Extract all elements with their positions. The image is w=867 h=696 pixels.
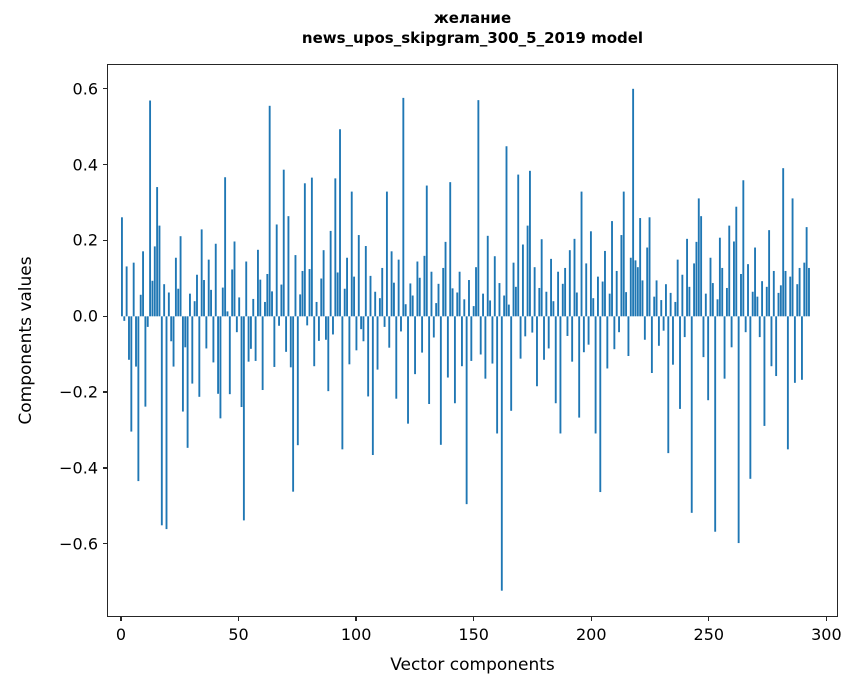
- y-tick-mark: [103, 163, 107, 166]
- chart-title-subtitle: news_upos_skipgram_300_5_2019 model: [301, 29, 644, 47]
- plot-axes: [107, 64, 838, 617]
- y-tick-mark: [103, 315, 107, 317]
- y-tick-label: −0.4: [59, 458, 98, 478]
- x-tick-label: 50: [228, 625, 249, 644]
- y-tick-label: 0.0: [72, 306, 98, 326]
- y-tick-label: 0.4: [72, 155, 98, 174]
- x-tick-label: 0: [115, 625, 127, 644]
- x-tick-mark: [355, 617, 357, 621]
- x-tick-mark: [708, 617, 710, 621]
- x-tick-mark: [473, 617, 475, 621]
- x-tick-mark: [120, 617, 122, 621]
- x-tick-label: 250: [693, 625, 725, 644]
- y-tick-label: −0.2: [59, 382, 98, 402]
- x-tick-mark: [825, 617, 827, 621]
- x-tick-label: 100: [340, 625, 372, 644]
- chart-title: желание news_upos_skipgram_300_5_2019 mo…: [107, 8, 838, 48]
- chart-title-main: желание: [433, 9, 512, 27]
- bar-series-canvas: [121, 88, 810, 591]
- x-tick-label: 200: [575, 625, 607, 644]
- x-tick-mark: [590, 617, 592, 621]
- y-tick-mark: [103, 391, 107, 393]
- y-tick-mark: [103, 467, 107, 469]
- x-axis-label: Vector components: [390, 655, 555, 675]
- y-axis-label: Components values: [16, 256, 36, 425]
- y-tick-mark: [103, 543, 107, 545]
- y-tick-mark: [103, 88, 107, 90]
- y-tick-mark: [103, 239, 107, 242]
- x-tick-label: 150: [458, 625, 489, 644]
- y-tick-label: −0.6: [59, 534, 98, 554]
- y-tick-label: 0.6: [72, 79, 98, 99]
- y-tick-label: 0.2: [72, 230, 98, 250]
- x-tick-mark: [237, 617, 240, 621]
- x-tick-label: 300: [811, 625, 842, 644]
